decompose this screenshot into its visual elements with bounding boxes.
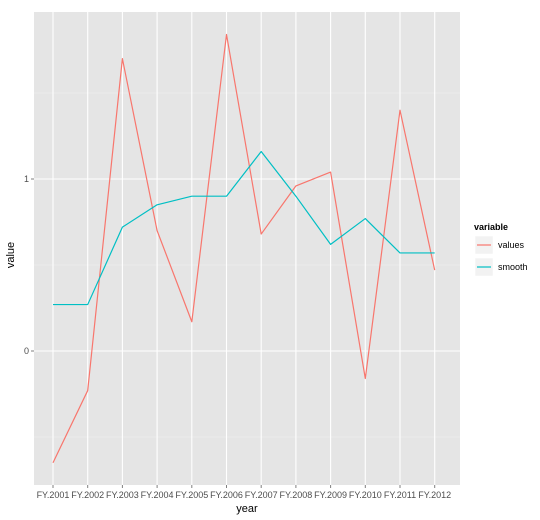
x-tick-label: FY.2011 — [384, 490, 416, 500]
x-tick-label: FY.2010 — [349, 490, 382, 500]
x-tick-label: FY.2003 — [106, 490, 139, 500]
series-lines — [52, 33, 436, 464]
y-axis-title: value — [5, 242, 17, 268]
series-line-smooth — [53, 150, 435, 306]
x-tick-label: FY.2012 — [418, 490, 451, 500]
series-line-values — [52, 33, 436, 464]
x-tick-label: FY.2005 — [175, 490, 208, 500]
x-axis-title: year — [236, 503, 258, 515]
legend-label-smooth: smooth — [498, 262, 528, 272]
x-tick-label: FY.2002 — [71, 490, 104, 500]
x-tick-label: FY.2007 — [245, 490, 278, 500]
y-tick-label: 1 — [24, 174, 29, 184]
legend-items: values smooth — [474, 235, 528, 277]
y-axis-ticks: 01 — [24, 174, 34, 356]
legend-label-values: values — [498, 240, 525, 250]
x-tick-label: FY.2004 — [141, 490, 174, 500]
legend: variable values smooth — [474, 222, 528, 277]
legend-title: variable — [474, 222, 508, 232]
x-tick-label: FY.2006 — [210, 490, 243, 500]
x-tick-label: FY.2008 — [279, 490, 312, 500]
x-tick-label: FY.2001 — [37, 490, 70, 500]
x-tick-label: FY.2009 — [314, 490, 347, 500]
x-axis-ticks: FY.2001 FY.2002 FY.2003 FY.2004 FY.2005 FY.20… — [37, 485, 451, 500]
y-tick-label: 0 — [24, 346, 29, 356]
major-gridlines — [34, 12, 460, 485]
panel-background — [34, 12, 460, 485]
